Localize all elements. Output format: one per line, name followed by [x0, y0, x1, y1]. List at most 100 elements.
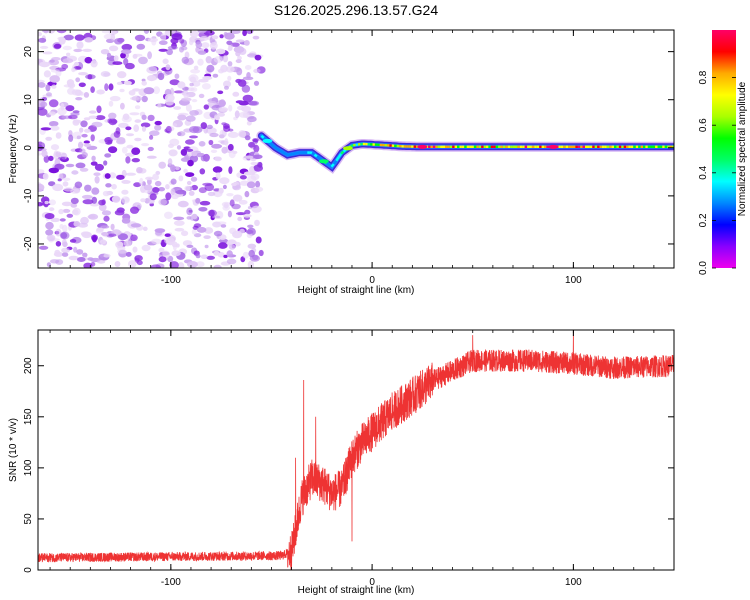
trace-hotspot [417, 144, 428, 149]
noise-blob [199, 200, 211, 206]
noise-blob [187, 159, 194, 167]
noise-blob [189, 135, 198, 139]
trace-core-segment [337, 153, 343, 158]
noise-blob [251, 205, 262, 213]
noise-blob [158, 187, 166, 192]
noise-blob [179, 46, 184, 53]
noise-blob [65, 163, 75, 168]
noise-blob [222, 184, 227, 190]
noise-blob [221, 146, 228, 154]
noise-blob [123, 80, 132, 86]
noise-blob [116, 174, 125, 180]
spectrogram-ytick-label: 10 [23, 94, 34, 106]
noise-blob [41, 150, 48, 158]
noise-blob [75, 97, 83, 101]
noise-blob [49, 259, 60, 264]
noise-blob [242, 213, 252, 218]
noise-blob [38, 37, 47, 43]
noise-blob [189, 39, 194, 46]
noise-blob [181, 56, 189, 64]
noise-blob [228, 166, 233, 175]
noise-blob [90, 60, 98, 68]
noise-blob [96, 89, 105, 95]
noise-blob [158, 256, 167, 263]
noise-blob [100, 49, 110, 55]
noise-blob [173, 220, 185, 226]
noise-blob [104, 83, 109, 91]
noise-blob [131, 158, 140, 163]
noise-blob [83, 92, 90, 98]
noise-blob [219, 177, 230, 185]
noise-blob [223, 80, 231, 88]
noise-blob [105, 183, 112, 188]
noise-blob [61, 252, 69, 257]
noise-blob [164, 211, 173, 219]
noise-blob [214, 156, 222, 162]
noise-blob [55, 228, 62, 237]
trace-hotspot [548, 144, 559, 149]
noise-blob [235, 50, 241, 57]
noise-blob [106, 52, 112, 58]
noise-blob [72, 209, 79, 215]
trace-core-segment [292, 152, 296, 156]
noise-blob [38, 202, 43, 207]
trace-core-segment [260, 134, 265, 139]
noise-blob [62, 177, 71, 181]
noise-blob [53, 43, 62, 49]
noise-blob [170, 164, 176, 172]
noise-blob [186, 180, 192, 186]
noise-blob [154, 228, 166, 234]
noise-blob [185, 139, 195, 145]
noise-blob [117, 249, 127, 254]
colorbar-tick-label: 0.2 [698, 213, 709, 227]
noise-blob [235, 212, 246, 216]
trace-core-segment [311, 151, 316, 156]
noise-blob [237, 105, 245, 111]
trace-core-segment [294, 151, 298, 155]
noise-blob [171, 250, 181, 257]
noise-blob [184, 185, 191, 192]
noise-blob [152, 173, 160, 181]
noise-blob [167, 255, 174, 263]
noise-blob [61, 201, 73, 207]
noise-blob [210, 149, 218, 153]
noise-blob [213, 56, 223, 63]
noise-blob [227, 143, 234, 151]
noise-blob [114, 261, 121, 267]
noise-blob [189, 30, 199, 38]
noise-blob [116, 207, 125, 213]
noise-blob [128, 260, 137, 268]
spectrogram-ytick-label: 0 [23, 145, 34, 151]
noise-blob [48, 99, 59, 108]
noise-blob [108, 83, 114, 91]
noise-blob [158, 247, 165, 253]
noise-blob [169, 261, 179, 268]
noise-blob [84, 184, 92, 192]
snr-panel: -100 0 100 0 50 100 150 200 Height of straight … [8, 329, 675, 596]
noise-blob [206, 64, 215, 73]
noise-blob [62, 58, 74, 64]
noise-blob [50, 125, 60, 131]
spectrogram-ytick-label: 20 [23, 46, 34, 58]
noise-blob [175, 189, 187, 195]
noise-blob [43, 30, 49, 34]
noise-blob [147, 51, 153, 60]
noise-blob [230, 42, 240, 47]
noise-blob [208, 139, 214, 146]
noise-blob [215, 172, 221, 180]
noise-blob [151, 238, 162, 245]
noise-blob [101, 232, 109, 236]
noise-blob [100, 71, 111, 77]
noise-blob [125, 251, 132, 257]
noise-blob [154, 124, 162, 131]
noise-blob [219, 34, 224, 39]
trace-core-segment [285, 152, 289, 156]
noise-blob [103, 215, 110, 222]
noise-blob [252, 35, 260, 40]
noise-blob [172, 123, 178, 127]
noise-blob [46, 234, 56, 242]
noise-blob [154, 180, 162, 187]
noise-blob [81, 194, 93, 199]
noise-blob [141, 114, 147, 121]
noise-blob [147, 146, 154, 152]
